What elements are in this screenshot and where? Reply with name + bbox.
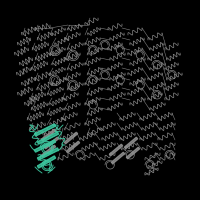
Polygon shape bbox=[44, 137, 59, 149]
Polygon shape bbox=[37, 148, 59, 160]
Polygon shape bbox=[109, 144, 123, 156]
Polygon shape bbox=[66, 141, 80, 153]
Polygon shape bbox=[124, 137, 138, 149]
Polygon shape bbox=[111, 152, 125, 164]
Polygon shape bbox=[34, 140, 56, 152]
Polygon shape bbox=[126, 147, 140, 159]
Polygon shape bbox=[41, 129, 56, 141]
Polygon shape bbox=[41, 145, 56, 157]
Polygon shape bbox=[37, 132, 59, 144]
Polygon shape bbox=[37, 156, 56, 168]
Polygon shape bbox=[34, 124, 56, 136]
Polygon shape bbox=[64, 132, 78, 144]
